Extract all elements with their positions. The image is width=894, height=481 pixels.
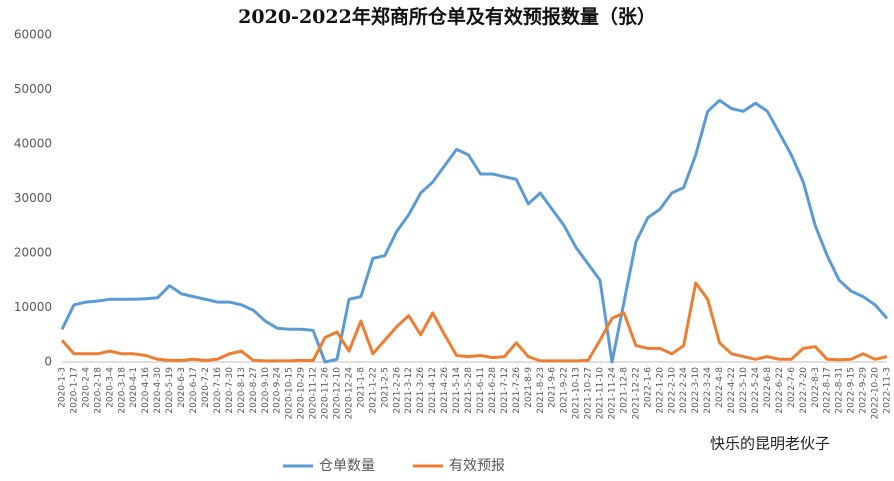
x-tick-label: 2021-8-9 (524, 367, 534, 408)
x-tick-label: 2020-3-4 (105, 367, 115, 408)
series-line (60, 98, 889, 364)
x-tick-label: 2020-7-30 (225, 367, 235, 414)
x-tick-label: 2020-4-30 (153, 367, 163, 414)
x-tick-label: 2021-7-26 (512, 367, 522, 414)
x-tick-label: 2021-3-26 (416, 367, 426, 414)
x-tick-label: 2021-4-12 (428, 367, 438, 414)
x-tick-label: 2021-1-8 (356, 367, 366, 408)
legend-label: 有效预报 (449, 458, 505, 474)
chart-title: 2020-2022年郑商所仓单及有效预报数量（张） (238, 5, 656, 28)
x-tick-label: 2020-8-27 (249, 367, 259, 414)
x-tick-label: 2020-12-24 (344, 367, 354, 420)
y-tick-label: 10000 (14, 300, 52, 314)
x-tick-label: 2021-10-13 (572, 367, 582, 419)
x-tick-label: 2022-1-6 (643, 367, 653, 408)
x-tick-label: 2022-7-20 (799, 367, 809, 414)
x-tick-label: 2020-6-3 (177, 367, 187, 408)
x-tick-label: 2021-2-5 (380, 367, 390, 408)
series-line (60, 281, 888, 363)
x-tick-label: 2021-9-6 (548, 367, 558, 408)
x-tick-label: 2020-11-12 (309, 367, 319, 419)
x-tick-label: 2022-5-24 (751, 367, 761, 414)
x-tick-label: 2022-2-10 (667, 367, 677, 414)
x-tick-label: 2020-7-16 (213, 367, 223, 414)
y-tick-label: 60000 (14, 28, 52, 42)
x-tick-label: 2022-9-15 (847, 367, 857, 414)
x-tick-label: 2022-4-22 (727, 367, 737, 414)
x-tick-label: 2020-3-18 (117, 367, 127, 414)
x-tick-label: 2022-8-31 (835, 367, 845, 414)
x-tick-label: 2022-4-8 (715, 367, 725, 408)
x-tick-label: 2021-5-14 (452, 367, 462, 414)
x-tick-label: 2020-10-15 (285, 367, 295, 419)
x-tick-label: 2020-9-24 (273, 367, 283, 414)
x-tick-label: 2021-11-10 (596, 367, 606, 420)
x-tick-label: 2020-2-18 (93, 367, 103, 414)
x-tick-label: 2020-1-17 (69, 367, 79, 414)
x-tick-label: 2020-1-3 (58, 367, 68, 408)
x-tick-label: 2022-6-8 (763, 367, 773, 408)
x-tick-label: 2021-6-11 (476, 367, 486, 414)
x-tick-label: 2020-6-17 (189, 367, 199, 414)
x-tick-label: 2022-7-6 (787, 367, 797, 408)
x-tick-label: 2021-4-26 (440, 367, 450, 414)
x-tick-label: 2022-10-20 (871, 367, 881, 420)
x-tick-label: 2021-5-28 (464, 367, 474, 414)
y-tick-label: 30000 (14, 191, 52, 205)
x-tick-label: 2020-5-19 (165, 367, 175, 414)
x-tick-label: 2022-5-10 (739, 367, 749, 414)
y-tick-label: 40000 (14, 137, 52, 151)
x-tick-label: 2022-1-20 (655, 367, 665, 414)
x-tick-label: 2022-6-22 (775, 367, 785, 414)
x-tick-label: 2020-4-1 (129, 367, 139, 408)
x-tick-label: 2021-2-26 (392, 367, 402, 414)
x-tick-label: 2021-1-22 (368, 367, 378, 414)
x-tick-label: 2020-7-2 (201, 367, 211, 408)
x-tick-label: 2022-9-29 (859, 367, 869, 414)
x-tick-label: 2021-7-12 (500, 367, 510, 414)
x-tick-label: 2022-3-24 (703, 367, 713, 414)
y-tick-label: 20000 (14, 246, 52, 260)
x-tick-label: 2020-10-29 (297, 367, 307, 420)
x-tick-label: 2022-11-3 (883, 367, 893, 414)
x-tick-label: 2021-10-27 (584, 367, 594, 419)
x-tick-label: 2020-2-4 (81, 367, 91, 408)
x-tick-label: 2021-9-22 (560, 367, 570, 414)
x-tick-label: 2020-4-16 (141, 367, 151, 414)
watermark: 快乐的昆明老伙子 (710, 435, 830, 453)
x-tick-label: 2021-12-8 (619, 367, 629, 414)
x-tick-label: 2022-3-10 (691, 367, 701, 414)
x-tick-label: 2020-9-10 (261, 367, 271, 414)
x-tick-label: 2021-11-24 (608, 367, 618, 420)
x-tick-label: 2021-12-22 (631, 367, 641, 419)
x-tick-label: 2020-12-10 (333, 367, 343, 420)
x-tick-label: 2020-11-26 (321, 367, 331, 420)
y-tick-label: 0 (44, 355, 52, 369)
x-tick-label: 2022-8-3 (811, 367, 821, 408)
x-tick-label: 2021-6-28 (488, 367, 498, 414)
x-tick-label: 2020-8-13 (237, 367, 247, 414)
y-tick-label: 50000 (14, 82, 52, 96)
x-tick-label: 2022-8-17 (823, 367, 833, 414)
x-tick-label: 2021-8-23 (536, 367, 546, 414)
x-tick-label: 2022-2-24 (679, 367, 689, 414)
x-tick-label: 2021-3-12 (404, 367, 414, 414)
legend-label: 仓单数量 (319, 458, 375, 474)
